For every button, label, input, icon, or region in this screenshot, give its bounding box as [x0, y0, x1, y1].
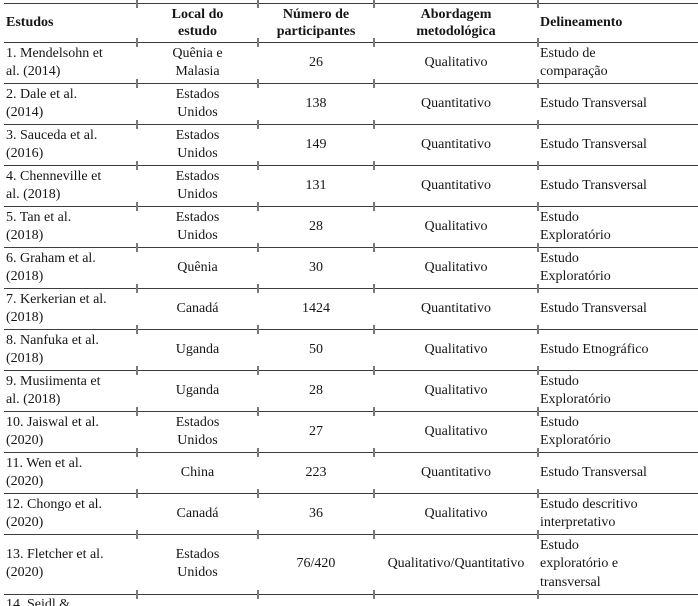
table-row: 1. Mendelsohn et al. (2014) Quênia e Mala… [4, 37, 698, 84]
cell-location: Canadá [136, 488, 258, 535]
cell-design: Estudo Transversal [537, 447, 698, 494]
cell-design: Estudo Exploratório [537, 406, 698, 453]
cell-participants: 28 [257, 365, 374, 412]
cell-location: Brasil [136, 589, 258, 606]
cell-participants: 155 [257, 589, 374, 606]
cell-participants: 36 [257, 488, 374, 535]
cell-study: 2. Dale et al. (2014) [4, 83, 137, 125]
cell-location: Estados Unidos [136, 529, 258, 595]
cell-approach: Quantitativo [373, 78, 538, 125]
table-row: 11. Wen et al. (2020) China 223 Quantitativ… [4, 447, 698, 494]
cell-approach: Quantitativo [373, 589, 538, 606]
table-row: 8. Nanfuka et al. (2018) Uganda 50 Qualitat… [4, 324, 698, 371]
cell-location: Quênia [136, 242, 258, 289]
cell-location: China [136, 447, 258, 494]
header-abordagem: Abordagem metodológica [373, 0, 538, 43]
cell-study: 12. Chongo et al. (2020) [4, 493, 137, 535]
table-row: 2. Dale et al. (2014) Estados Unidos 138 Qu… [4, 78, 698, 125]
table-row: 14. Seidl & Remor (2020)Brasil155Quantit… [4, 589, 698, 606]
cell-participants: 50 [257, 324, 374, 371]
studies-table-container: Estudos Local do estudo Número de partic… [4, 0, 698, 606]
cell-approach: Qualitativo [373, 406, 538, 453]
cell-design: Estudo Transversal [537, 160, 698, 207]
cell-approach: Qualitativo [373, 242, 538, 289]
cell-location: Uganda [136, 365, 258, 412]
cell-study: 13. Fletcher et al. (2020) [4, 534, 137, 595]
cell-participants: 1424 [257, 283, 374, 330]
cell-approach: Qualitativo [373, 324, 538, 371]
table-row: 4. Chenneville et al. (2018) Estados Unid… [4, 160, 698, 207]
cell-location: Canadá [136, 283, 258, 330]
table-body: 1. Mendelsohn et al. (2014) Quênia e Mala… [4, 37, 698, 606]
cell-location: Estados Unidos [136, 160, 258, 207]
cell-participants: 26 [257, 37, 374, 84]
cell-design: Estudo Transversal [537, 283, 698, 330]
cell-location: Estados Unidos [136, 406, 258, 453]
table-row: 9. Musiimenta et al. (2018) Uganda 28 Quali… [4, 365, 698, 412]
cell-study: 5. Tan et al. (2018) [4, 206, 137, 248]
header-participantes: Número de participantes [257, 0, 374, 43]
cell-design: Estudo Exploratório [537, 242, 698, 289]
table-row: 7. Kerkerian et al. (2018) Canadá 1424 Quan… [4, 283, 698, 330]
cell-participants: 27 [257, 406, 374, 453]
cell-approach: Qualitativo [373, 365, 538, 412]
cell-design: Estudo Exploratório [537, 365, 698, 412]
header-delineamento: Delineamento [537, 0, 698, 43]
cell-approach: Quantitativo [373, 160, 538, 207]
cell-participants: 149 [257, 119, 374, 166]
table-row: 6. Graham et al. (2018) Quênia 30 Qualitati… [4, 242, 698, 289]
table-row: 13. Fletcher et al. (2020) Estados Unidos… [4, 529, 698, 595]
cell-approach: Quantitativo [373, 447, 538, 494]
cell-design: Estudo Transversal [537, 78, 698, 125]
cell-study: 1. Mendelsohn et al. (2014) [4, 42, 137, 84]
cell-participants: 223 [257, 447, 374, 494]
cell-design: Estudo Transversal [537, 119, 698, 166]
cell-approach: Qualitativo [373, 201, 538, 248]
table-row: 5. Tan et al. (2018) Estados Unidos 28 Qual… [4, 201, 698, 248]
cell-participants: 28 [257, 201, 374, 248]
cell-design: Estudo exploratório e transversal [537, 529, 698, 595]
cell-study: 8. Nanfuka et al. (2018) [4, 329, 137, 371]
cell-approach: Qualitativo/Quantitativo [373, 529, 538, 595]
cell-participants: 138 [257, 78, 374, 125]
cell-participants: 131 [257, 160, 374, 207]
cell-study: 4. Chenneville et al. (2018) [4, 165, 137, 207]
cell-location: Uganda [136, 324, 258, 371]
cell-location: Estados Unidos [136, 201, 258, 248]
table-row: 10. Jaiswal et al. (2020) Estados Unidos 2… [4, 406, 698, 453]
cell-location: Estados Unidos [136, 119, 258, 166]
cell-participants: 76/420 [257, 529, 374, 595]
studies-table: Estudos Local do estudo Número de partic… [4, 0, 698, 606]
header-estudos: Estudos [4, 3, 137, 43]
cell-approach: Quantitativo [373, 119, 538, 166]
cell-study: 6. Graham et al. (2018) [4, 247, 137, 289]
table-row: 3. Sauceda et al. (2016) Estados Unidos 14… [4, 119, 698, 166]
cell-participants: 30 [257, 242, 374, 289]
table-header: Estudos Local do estudo Número de partic… [4, 0, 698, 43]
cell-study: 11. Wen et al. (2020) [4, 452, 137, 494]
header-local: Local do estudo [136, 0, 258, 43]
cell-study: 9. Musiimenta et al. (2018) [4, 370, 137, 412]
table-row: 12. Chongo et al. (2020) Canadá 36 Qualitat… [4, 488, 698, 535]
cell-design: Transversal [537, 589, 698, 606]
cell-study: 14. Seidl & Remor (2020) [4, 594, 137, 606]
cell-design: Estudo de comparação [537, 37, 698, 84]
header-row: Estudos Local do estudo Número de partic… [4, 0, 698, 43]
cell-design: Estudo Etnográfico [537, 324, 698, 371]
cell-design: Estudo Exploratório [537, 201, 698, 248]
cell-study: 10. Jaiswal et al. (2020) [4, 411, 137, 453]
cell-approach: Qualitativo [373, 488, 538, 535]
cell-study: 3. Sauceda et al. (2016) [4, 124, 137, 166]
cell-location: Quênia e Malasia [136, 37, 258, 84]
cell-location: Estados Unidos [136, 78, 258, 125]
cell-approach: Quantitativo [373, 283, 538, 330]
cell-approach: Qualitativo [373, 37, 538, 84]
cell-design: Estudo descritivo interpretativo [537, 488, 698, 535]
cell-study: 7. Kerkerian et al. (2018) [4, 288, 137, 330]
